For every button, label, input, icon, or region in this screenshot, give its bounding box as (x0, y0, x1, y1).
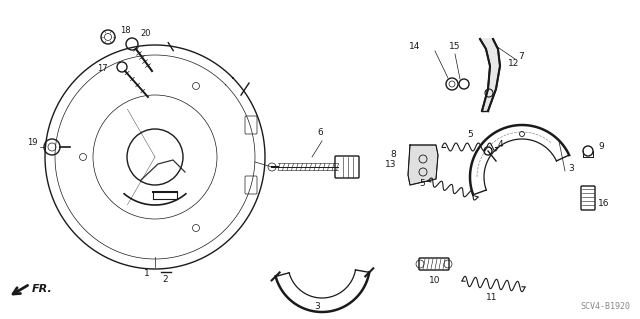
Text: 18: 18 (120, 26, 131, 35)
Text: 16: 16 (598, 198, 609, 207)
Text: 8: 8 (390, 151, 396, 160)
Text: 11: 11 (486, 293, 498, 302)
Text: 5: 5 (467, 130, 473, 139)
Text: 19: 19 (28, 138, 38, 147)
Text: FR.: FR. (32, 284, 52, 294)
Text: 20: 20 (140, 29, 150, 38)
Text: 1: 1 (144, 269, 150, 278)
Text: 14: 14 (408, 42, 420, 51)
Text: 12: 12 (508, 60, 520, 69)
Text: SCV4-B1920: SCV4-B1920 (580, 302, 630, 311)
Text: 17: 17 (97, 64, 108, 73)
Text: 13: 13 (385, 160, 396, 169)
Text: 9: 9 (598, 143, 604, 152)
Text: 4: 4 (498, 140, 504, 150)
Text: 6: 6 (317, 128, 323, 137)
Text: 10: 10 (429, 276, 441, 285)
Text: 7: 7 (518, 53, 524, 62)
Polygon shape (408, 145, 438, 185)
Text: 3: 3 (314, 302, 320, 311)
Text: 3: 3 (568, 165, 573, 174)
Text: 15: 15 (449, 42, 461, 51)
Text: 2: 2 (162, 275, 168, 284)
Polygon shape (480, 39, 500, 111)
Text: 5: 5 (419, 180, 425, 189)
